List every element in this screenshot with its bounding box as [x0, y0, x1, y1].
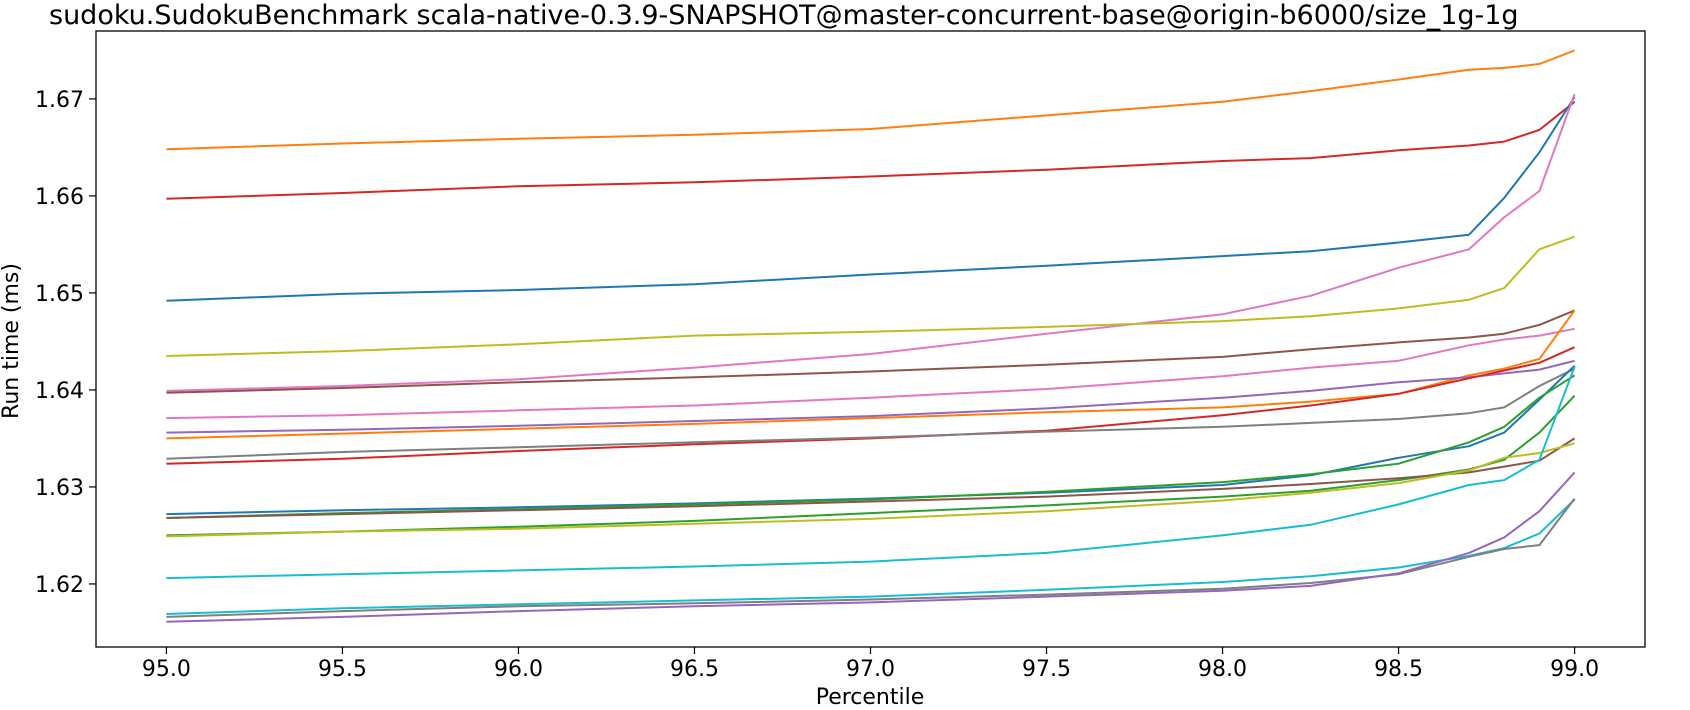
x-tick-label: 96.5 [670, 657, 719, 682]
series-line-11 [166, 367, 1576, 460]
y-tick-label: 1.65 [35, 282, 84, 307]
series-line-10 [166, 346, 1576, 465]
y-axis-label: Run time (ms) [0, 263, 24, 419]
series-line-14 [166, 395, 1576, 537]
series-line-1 [166, 49, 1575, 151]
series-line-20 [166, 471, 1576, 623]
x-axis-label: Percentile [816, 685, 925, 710]
series-line-7 [166, 327, 1575, 420]
series-layer [166, 49, 1576, 623]
y-tick-label: 1.67 [35, 88, 84, 113]
series-line-6 [166, 309, 1575, 394]
series-line-5 [166, 235, 1575, 357]
plot-area [95, 30, 1646, 648]
series-line-3 [166, 96, 1576, 302]
series-line-15 [166, 437, 1576, 519]
y-tick-label: 1.66 [35, 185, 84, 210]
series-line-18 [166, 498, 1576, 615]
x-tick-label: 97.5 [1022, 657, 1071, 682]
x-axis: 95.0 95.5 96.0 96.5 97.0 97.5 98.0 98.5 99.0 [142, 647, 1599, 682]
series-line-19 [166, 497, 1576, 618]
y-tick-label: 1.64 [35, 379, 84, 404]
series-line-16 [166, 442, 1575, 538]
x-tick-label: 99.0 [1550, 657, 1599, 682]
x-tick-label: 95.0 [142, 657, 191, 682]
series-line-8 [166, 309, 1576, 440]
series-line-9 [166, 359, 1575, 434]
chart-title: sudoku.SudokuBenchmark scala-native-0.3.… [49, 0, 1519, 31]
y-tick-label: 1.63 [35, 476, 84, 501]
x-tick-label: 98.0 [1198, 657, 1247, 682]
x-tick-label: 95.5 [318, 657, 367, 682]
x-tick-label: 97.0 [846, 657, 895, 682]
series-line-4 [166, 93, 1576, 392]
x-tick-label: 96.0 [494, 657, 543, 682]
y-axis: 1.62 1.63 1.64 1.65 1.66 1.67 [35, 88, 96, 598]
x-tick-label: 98.5 [1374, 657, 1423, 682]
series-line-17 [166, 366, 1576, 580]
series-line-12 [166, 364, 1576, 516]
y-tick-label: 1.62 [35, 573, 84, 598]
series-line-2 [166, 101, 1576, 200]
